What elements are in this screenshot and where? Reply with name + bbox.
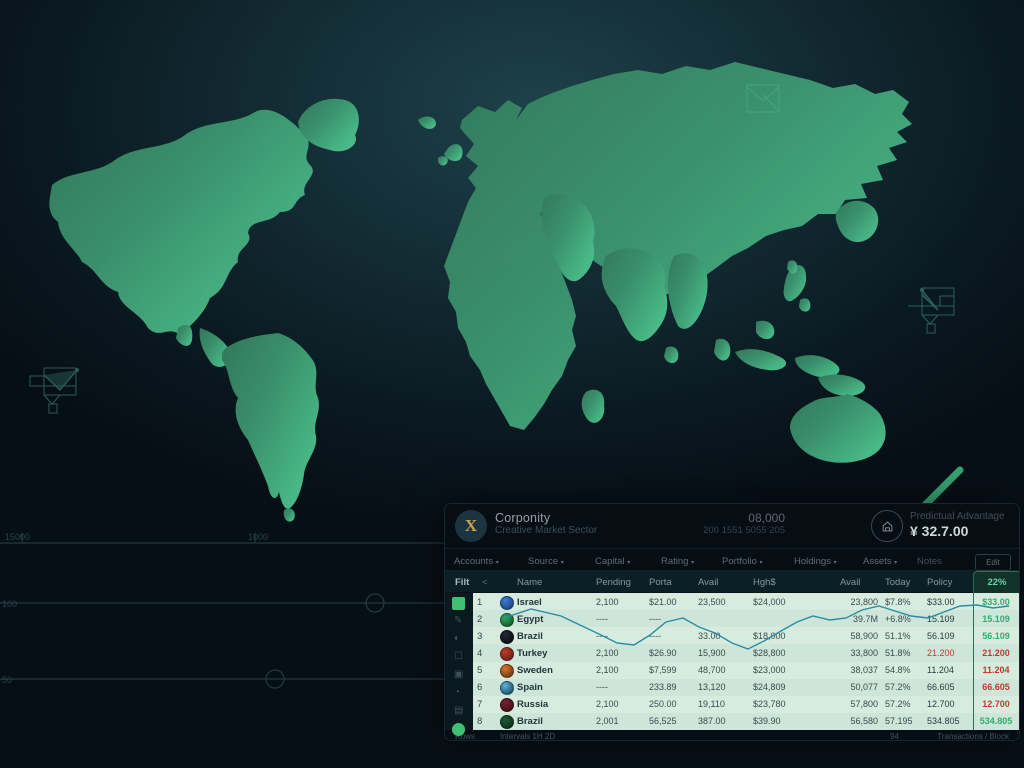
svg-text:15000: 15000 (5, 532, 30, 542)
svg-text:1000: 1000 (248, 532, 268, 542)
svg-text:100: 100 (2, 599, 17, 609)
svg-text:50: 50 (2, 675, 12, 685)
